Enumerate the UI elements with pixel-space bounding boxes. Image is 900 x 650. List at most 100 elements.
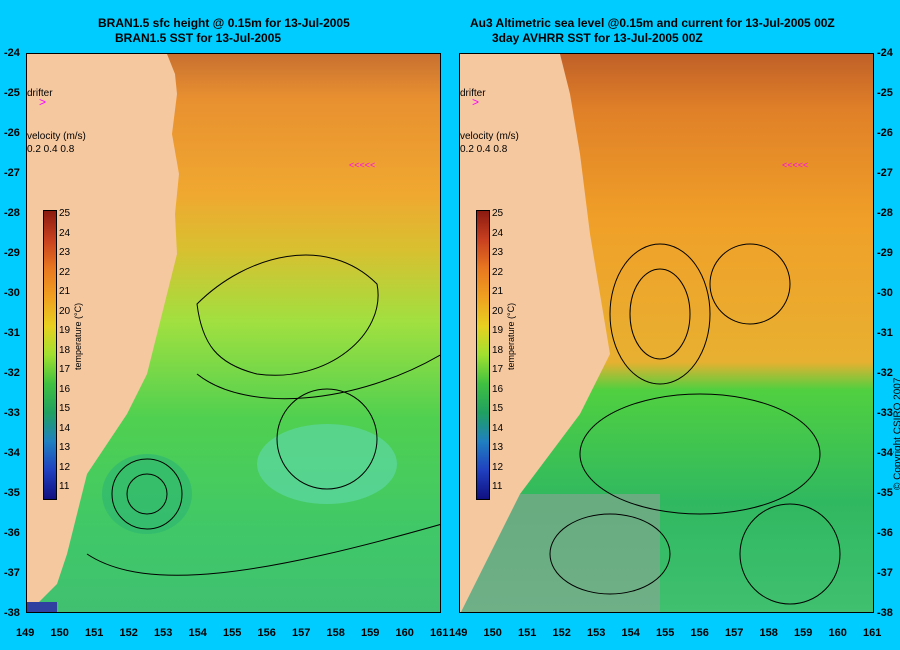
latitude-tick-label: -36 <box>877 527 893 539</box>
land-edge <box>27 602 57 612</box>
copyright-text: © Copyright CSIRO 2007 <box>892 377 900 490</box>
drifter-label: drifter <box>460 88 486 99</box>
velocity-values: 0.2 0.4 0.8 <box>27 144 75 155</box>
latitude-tick-label: -35 <box>4 487 20 499</box>
left-title-line2: BRAN1.5 SST for 13-Jul-2005 <box>115 31 282 45</box>
land <box>460 54 610 612</box>
colorbar-tick-label: 21 <box>59 286 71 297</box>
colorbar-tick-label: 17 <box>59 364 71 375</box>
longitude-tick-label: 150 <box>483 627 502 639</box>
colorbar-tick-label: 22 <box>492 266 504 278</box>
longitude-tick-label: 152 <box>119 627 138 639</box>
latitude-tick-label: -38 <box>4 607 20 619</box>
latitude-tick-label: -27 <box>877 167 893 179</box>
velocity-label: velocity (m/s) <box>27 131 86 142</box>
contour <box>579 393 821 515</box>
longitude-tick-label: 152 <box>552 627 571 639</box>
longitude-tick-label: 156 <box>257 627 276 639</box>
colorbar-tick-label: 16 <box>59 383 71 395</box>
longitude-tick-label: 161 <box>430 627 449 639</box>
land <box>27 54 179 612</box>
colorbar-tick-label: 14 <box>59 422 71 434</box>
latitude-tick-label: -29 <box>877 247 893 259</box>
colorbar-tick-label: 15 <box>59 403 71 414</box>
longitude-tick-label: 153 <box>587 627 606 639</box>
colorbar-tick-label: 12 <box>59 461 71 473</box>
latitude-tick-label: -24 <box>4 47 20 59</box>
longitude-tick-label: 160 <box>828 627 847 639</box>
latitude-tick-label: -37 <box>877 567 893 579</box>
contour <box>276 388 378 490</box>
longitude-tick-label: 158 <box>759 627 778 639</box>
colorbar-tick-label: 21 <box>492 286 504 297</box>
colorbar-tick-label: 15 <box>492 403 504 414</box>
contour <box>629 268 691 360</box>
contour <box>709 243 791 325</box>
colorbar-tick-label: 24 <box>492 227 504 239</box>
colorbar-tick-label: 14 <box>492 422 504 434</box>
colorbar-tick-label: 25 <box>59 208 71 219</box>
latitude-tick-label: -28 <box>4 207 20 219</box>
colorbar-tick-label: 17 <box>492 364 504 375</box>
drifter-label: drifter <box>27 88 53 99</box>
colorbar-tick-label: 20 <box>492 305 504 317</box>
longitude-tick-label: 151 <box>85 627 104 639</box>
latitude-tick-label: -25 <box>877 87 893 99</box>
right-colorbar <box>476 210 490 500</box>
longitude-tick-label: 149 <box>16 627 35 639</box>
longitude-tick-label: 151 <box>518 627 537 639</box>
colorbar-tick-label: 12 <box>492 461 504 473</box>
longitude-tick-label: 157 <box>725 627 744 639</box>
latitude-tick-label: -26 <box>877 127 893 139</box>
colorbar-tick-label: 19 <box>59 325 71 336</box>
longitude-tick-label: 150 <box>50 627 69 639</box>
contour <box>126 473 168 515</box>
latitude-tick-label: -26 <box>4 127 20 139</box>
drifter-track: <<<<< <box>349 160 375 170</box>
contour <box>609 243 711 385</box>
drifter-track: <<<<< <box>782 160 808 170</box>
longitude-tick-label: 159 <box>361 627 380 639</box>
latitude-tick-label: -31 <box>877 327 893 339</box>
latitude-tick-label: -32 <box>4 367 20 379</box>
left-map-panel: drifter > velocity (m/s) 0.2 0.4 0.8 <<<… <box>26 53 441 613</box>
left-colorbar <box>43 210 57 500</box>
colorbar-tick-label: 22 <box>59 266 71 278</box>
right-map-svg: drifter > velocity (m/s) 0.2 0.4 0.8 <<<… <box>460 54 873 612</box>
colorbar-tick-label: 23 <box>492 247 504 258</box>
longitude-tick-label: 161 <box>863 627 882 639</box>
left-map-svg: drifter > velocity (m/s) 0.2 0.4 0.8 <<<… <box>27 54 440 612</box>
longitude-tick-label: 149 <box>449 627 468 639</box>
latitude-tick-label: -24 <box>877 47 893 59</box>
contour <box>86 524 440 576</box>
right-title-line2: 3day AVHRR SST for 13-Jul-2005 00Z <box>492 31 703 45</box>
colorbar-tick-label: 13 <box>492 442 504 453</box>
latitude-tick-label: -25 <box>4 87 20 99</box>
longitude-tick-label: 158 <box>326 627 345 639</box>
contour <box>739 503 841 605</box>
longitude-tick-label: 156 <box>690 627 709 639</box>
latitude-tick-label: -37 <box>4 567 20 579</box>
left-title-line1: BRAN1.5 sfc height @ 0.15m for 13-Jul-20… <box>98 16 350 30</box>
contour <box>196 254 379 376</box>
colorbar-tick-label: 18 <box>59 344 71 356</box>
longitude-tick-label: 159 <box>794 627 813 639</box>
cool-eddy <box>257 424 397 504</box>
contour <box>549 513 671 595</box>
latitude-tick-label: -30 <box>877 287 893 299</box>
colorbar-tick-label: 16 <box>492 383 504 395</box>
latitude-tick-label: -27 <box>4 167 20 179</box>
colorbar-tick-label: 19 <box>492 325 504 336</box>
latitude-tick-label: -35 <box>877 487 893 499</box>
latitude-tick-label: -28 <box>877 207 893 219</box>
longitude-tick-label: 160 <box>395 627 414 639</box>
latitude-tick-label: -32 <box>877 367 893 379</box>
right-colorbar-label: temperature (°C) <box>506 302 516 370</box>
eddy <box>102 454 192 534</box>
longitude-tick-label: 154 <box>188 627 207 639</box>
drifter-marker: > <box>39 95 46 109</box>
colorbar-tick-label: 23 <box>59 247 71 258</box>
latitude-tick-label: -34 <box>4 447 20 459</box>
colorbar-tick-label: 25 <box>492 208 504 219</box>
latitude-tick-label: -31 <box>4 327 20 339</box>
